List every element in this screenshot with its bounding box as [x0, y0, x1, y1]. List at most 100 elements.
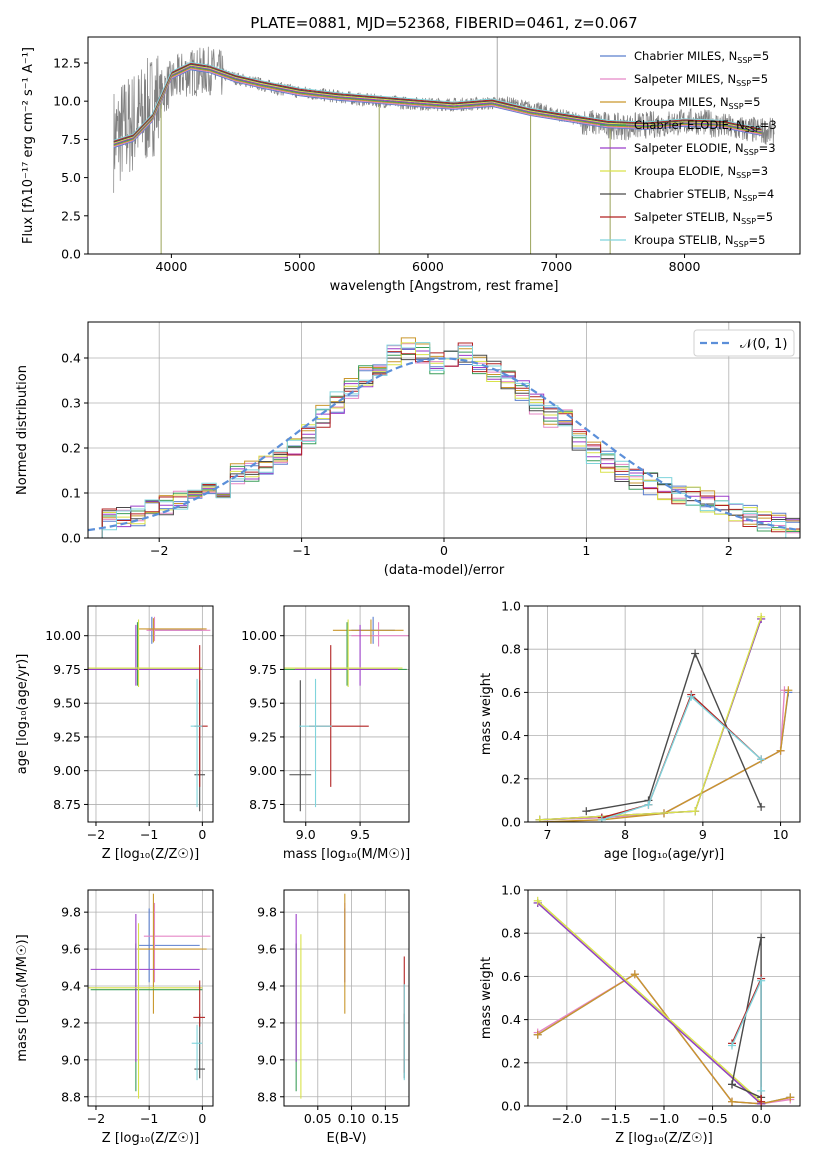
axes-overlay: 9.0 9.5 8.75 9.00 9.25 9.50 9.75 10.00 mass [log…: [241, 605, 410, 862]
legend-label-6: Chabrier STELIB, NSSP=4: [634, 187, 774, 203]
grid-lines: [284, 890, 409, 1106]
y-tick-label: 10.0: [53, 94, 81, 109]
histogram-step-8: [88, 342, 800, 538]
legend: 𝒩(0, 1): [693, 329, 795, 357]
y-tick-label: 0.4: [61, 351, 81, 366]
y-tick-label: 0.0: [501, 1099, 521, 1114]
x-tick-label: −2: [87, 827, 105, 842]
errorbar-point-2: [332, 619, 404, 644]
axes-frame: [87, 889, 214, 1107]
weight-line-8: [731, 980, 762, 1091]
x-tick-label: 9.5: [350, 827, 370, 842]
model-line-1: [113, 68, 762, 148]
legend-label-3: Chabrier ELODIE, NSSP=3: [634, 118, 777, 134]
grid-lines: [88, 890, 213, 1106]
y-tick-label: 9.00: [249, 763, 277, 778]
axes-overlay: −2 −1 0 1 2 0.0 0.1 0.2 0.3 0.4 (data-model)/error…: [15, 321, 801, 578]
errorbar-point-6: [289, 680, 312, 812]
plot-area: [533, 896, 795, 1106]
weight-line-7: [601, 693, 762, 819]
y-tick-label: 0.3: [61, 396, 81, 411]
x-tick-label: 10: [773, 827, 789, 842]
y-tick-label: 9.6: [61, 942, 81, 957]
x-axis-label: E(B-V): [326, 1131, 366, 1146]
x-tick-label: 9.0: [296, 827, 316, 842]
x-tick-label: 0: [198, 1111, 206, 1126]
y-tick-label: 1.0: [501, 883, 521, 898]
x-tick-label: 7000: [540, 259, 572, 274]
model-line-2: [113, 67, 762, 147]
legend-label-2: Kroupa MILES, NSSP=5: [634, 95, 760, 111]
model-line-6: [113, 63, 762, 143]
weight-line-0: [539, 692, 789, 821]
axes-frame: [87, 36, 801, 255]
y-tick-label: 12.5: [53, 55, 81, 70]
weight-marker: [728, 1097, 736, 1106]
errorbar-point-3: [284, 622, 407, 686]
weight-marker: [757, 1086, 766, 1095]
y-tick-label: 0.2: [501, 1055, 521, 1070]
x-tick-label: −0.5: [697, 1111, 727, 1126]
weight-marker: [691, 807, 700, 816]
y-tick-label: 9.8: [257, 905, 277, 920]
axes-frame: [283, 605, 410, 823]
y-tick-label: 9.2: [257, 1015, 277, 1030]
axes-frame: [527, 605, 801, 823]
weight-vs-metallicity-panel: −2.0 −1.5 −1.0 −0.5 0.0 0.0 0.2 0.4 0.6 0.8 1.0 Z […: [479, 883, 801, 1146]
legend-box: [693, 329, 795, 357]
y-tick-label: 9.2: [61, 1015, 81, 1030]
y-tick-label: 0.0: [61, 531, 81, 546]
axes-overlay: −2 −1 0 8.8 9.0 9.2 9.4 9.6 9.8 Z [log₁₀(Z/Z☉)] ma…: [15, 889, 214, 1146]
x-tick-label: −1.5: [600, 1111, 630, 1126]
errorbar-point-3: [90, 943, 203, 1092]
weight-vs-age-panel: 7 8 9 10 0.0 0.2 0.4 0.6 0.8 1.0 age [log₁₀(age/yr…: [479, 599, 801, 862]
axes-frame: [283, 889, 410, 1107]
y-tick-label: 9.25: [249, 729, 277, 744]
weight-marker: [757, 802, 766, 811]
grid-lines: [528, 605, 800, 823]
errorbar-point-8: [299, 678, 332, 808]
y-tick-label: 0.1: [61, 486, 81, 501]
weight-line-5: [539, 616, 762, 821]
weight-marker: [691, 649, 700, 658]
y-tick-label: 0.8: [501, 926, 521, 941]
errorbar-point-7: [193, 980, 206, 1027]
x-tick-label: 0.15: [371, 1111, 399, 1126]
weight-marker: [786, 1093, 795, 1102]
errorbar-point-8: [190, 678, 203, 808]
weight-marker: [728, 1080, 736, 1089]
residuals-panel: −2 −1 0 1 2 0.0 0.1 0.2 0.3 0.4 (data-model)/error…: [15, 321, 801, 578]
errorbar-point-5: [88, 923, 203, 1099]
weight-marker: [630, 970, 639, 979]
y-tick-label: 2.5: [61, 208, 81, 223]
x-tick-label: −1.0: [649, 1111, 679, 1126]
weight-marker: [533, 1030, 542, 1039]
x-tick-label: 1: [582, 543, 590, 558]
weight-line-7: [731, 978, 762, 1102]
mass-vs-metallicity-panel: −2 −1 0 8.8 9.0 9.2 9.4 9.6 9.8 Z [log₁₀(Z/Z☉)] ma…: [15, 889, 214, 1146]
errorbar-point-4: [294, 624, 399, 686]
y-tick-label: 9.75: [53, 662, 81, 677]
x-tick-label: 0: [198, 827, 206, 842]
legend-label-7: Salpeter STELIB, NSSP=5: [634, 210, 773, 226]
errorbar-point-2: [137, 618, 207, 643]
weight-marker: [757, 612, 766, 621]
y-tick-label: 8.75: [53, 797, 81, 812]
model-line-5: [113, 64, 762, 144]
y-tick-label: 8.75: [249, 797, 277, 812]
model-line-4: [113, 65, 762, 145]
y-tick-label: 0.2: [61, 441, 81, 456]
x-tick-label: −1: [140, 827, 158, 842]
y-axis-label: Flux [fλ10⁻¹⁷ erg cm⁻² s⁻¹ A⁻¹]: [21, 47, 36, 244]
y-tick-label: 9.00: [53, 763, 81, 778]
x-tick-label: 4000: [155, 259, 187, 274]
y-tick-label: 0.6: [501, 685, 521, 700]
weight-line-4: [537, 902, 762, 1105]
x-tick-label: 8000: [669, 259, 701, 274]
plot-area: [295, 893, 405, 1099]
x-tick-label: 2: [725, 543, 733, 558]
x-tick-label: 9: [699, 827, 707, 842]
y-tick-label: 8.8: [61, 1089, 81, 1104]
x-tick-label: 0: [440, 543, 448, 558]
spectrum-panel: 4000 5000 6000 7000 8000 0.0 2.5 5.0 7.5 10.0 12.5…: [21, 14, 801, 294]
